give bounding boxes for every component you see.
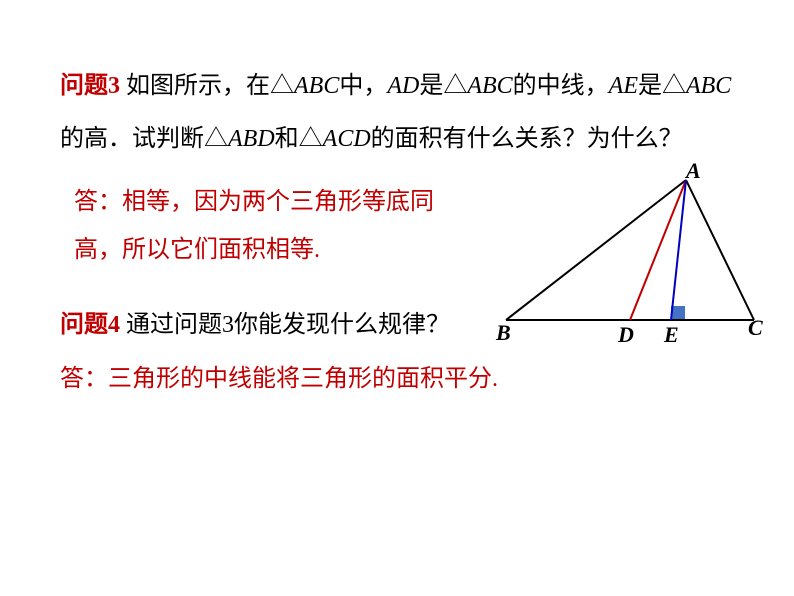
vertex-label-e: E [664, 322, 679, 348]
q3-abc3: ABC [686, 73, 731, 99]
answer-4: 答：三角形的中线能将三角形的面积平分. [60, 355, 744, 403]
a3-line2: 高，所以它们面积相等. [74, 226, 494, 274]
q3-abc1: ABC [294, 73, 339, 99]
vertex-label-b: B [496, 320, 511, 346]
vertex-label-a: A [686, 158, 701, 184]
answer-3: 答：相等，因为两个三角形等底同 高，所以它们面积相等. [74, 178, 494, 274]
q4-text: 通过问题3你能发现什么规律？ [120, 312, 450, 338]
q3-abd: ABD [228, 126, 275, 152]
vertex-label-d: D [618, 322, 634, 348]
q3-t6: 的高．试判断△ [60, 126, 228, 152]
q3-t3: 是△ [419, 73, 467, 99]
side-ac [686, 180, 754, 320]
a3-line1: 答：相等，因为两个三角形等底同 [74, 178, 494, 226]
question-3: 问题3 如图所示，在△ABC中，AD是△ABC的中线，AE是△ABC的高．试判断… [60, 60, 744, 166]
q3-label: 问题3 [60, 73, 120, 99]
q3-abc2: ABC [467, 73, 512, 99]
q3-t1: 如图所示，在△ [120, 73, 294, 99]
triangle-svg [496, 160, 776, 360]
q3-t7: 和△ [275, 126, 323, 152]
q3-t4: 的中线， [513, 73, 609, 99]
triangle-diagram: A B C D E [496, 160, 776, 360]
q3-t5: 是△ [638, 73, 686, 99]
q3-t2: 中， [339, 73, 387, 99]
vertex-label-c: C [748, 315, 763, 341]
q3-t8: 的面积有什么关系？为什么？ [371, 126, 683, 152]
q4-label: 问题4 [60, 312, 120, 338]
q3-ae: AE [609, 73, 638, 99]
q3-ad: AD [387, 73, 419, 99]
q3-acd: ACD [323, 126, 371, 152]
